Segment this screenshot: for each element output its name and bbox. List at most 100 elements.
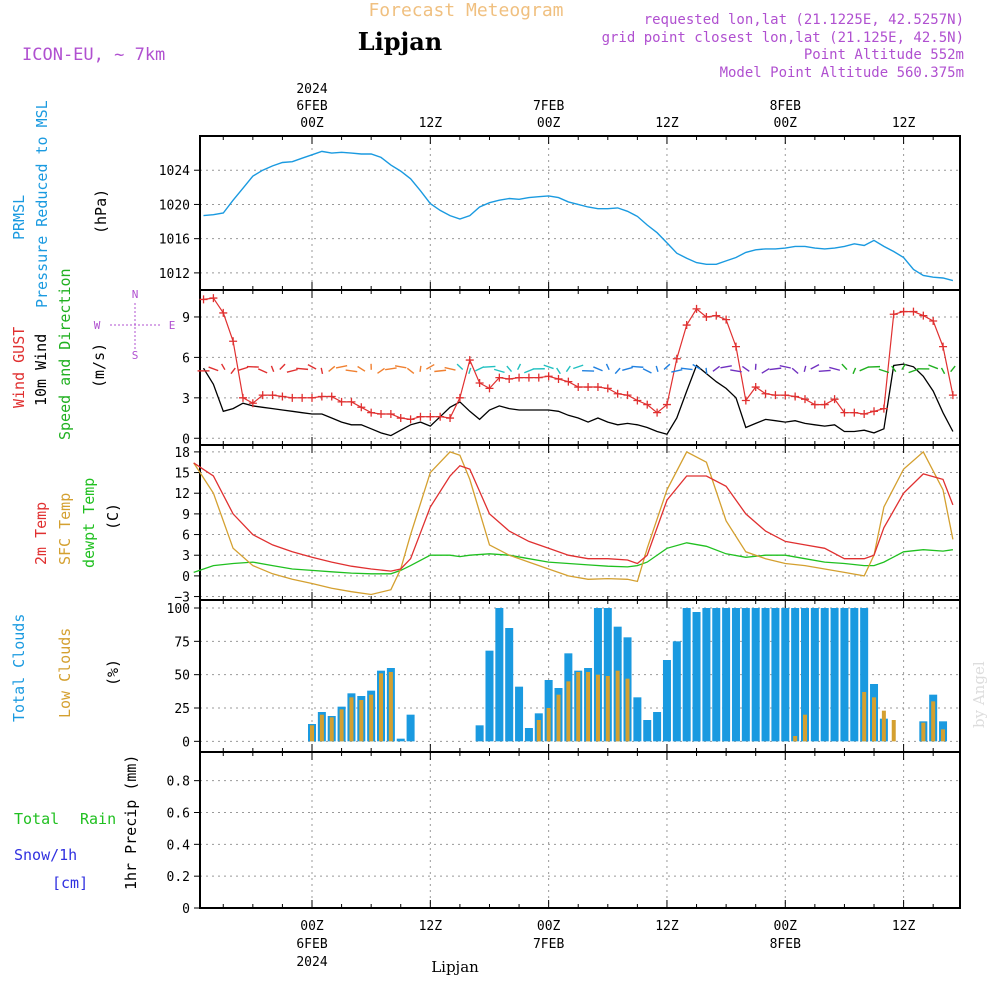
low-cloud-bar	[803, 714, 807, 742]
time-label-top: 12Z	[419, 116, 443, 131]
gust-marker	[929, 317, 938, 325]
wind-dir-arrow	[230, 367, 236, 375]
gust-marker	[623, 391, 632, 400]
wind-dir-arrow	[296, 367, 309, 371]
y-tick-label: 1012	[159, 267, 190, 282]
time-label-bottom: 12Z	[419, 919, 443, 934]
gust-marker	[238, 393, 247, 402]
wind-dir-arrow	[878, 368, 890, 374]
wind-dir-arrow	[377, 367, 385, 374]
wind-dir-arrow	[419, 365, 422, 372]
temperature-panel: −3 0 3 6 9 12 15 18	[174, 444, 961, 606]
sfc-temp-label: SFC Temp	[56, 493, 74, 565]
gust-marker	[613, 389, 622, 398]
dewpt-line	[193, 542, 953, 575]
low-cloud-bar	[881, 710, 886, 742]
compass-n: N	[132, 288, 139, 301]
requested-coords: requested lon,lat (21.1225E, 42.5257N)	[644, 12, 964, 28]
wind-dir-arrow	[614, 367, 621, 375]
gust-marker	[337, 397, 346, 406]
precip-unit-label: 1hr Precip (mm)	[122, 755, 140, 890]
side-labels: PRMSL Pressure Reduced to MSL (hPa) Wind…	[10, 100, 175, 892]
total-cloud-bar	[810, 608, 819, 742]
total-cloud-bar	[722, 608, 731, 742]
gust-marker	[850, 408, 859, 417]
time-label-top: 8FEB	[770, 99, 801, 114]
total-clouds-label: Total Clouds	[10, 614, 28, 722]
low-cloud-bar	[566, 681, 571, 742]
time-axis-bottom: 00Z 6FEB 2024 12Z 00Z 7FEB 12Z 00Z 8FEB 12Z	[296, 919, 915, 970]
gust-marker	[308, 393, 316, 402]
snow-unit-label: [cm]	[52, 874, 88, 892]
y-tick-label: 0	[182, 432, 190, 447]
wind-dir-arrow	[720, 365, 732, 369]
wind-dir-arrow	[642, 368, 652, 374]
snow-label: Snow/1h	[14, 846, 77, 864]
wind-dir-arrow	[655, 365, 659, 373]
wind-dir-arrow	[257, 368, 268, 374]
point-altitude: Point Altitude 552m	[804, 47, 964, 63]
wind-dir-arrow	[761, 367, 770, 374]
gust-marker	[889, 310, 898, 319]
time-label-top: 00Z	[774, 116, 798, 131]
compass-w: W	[94, 319, 101, 332]
total-cloud-bar	[830, 608, 839, 742]
gust-marker	[248, 399, 257, 408]
gust-marker	[416, 412, 425, 421]
time-label-top: 12Z	[655, 116, 679, 131]
wind-dir-arrow	[385, 367, 397, 371]
y-tick-label: 0	[182, 570, 190, 585]
wind-dir-arrow	[891, 365, 897, 373]
wind-panel: 0 3 6 9	[182, 289, 961, 447]
gust-marker	[386, 410, 395, 418]
wind-dir-arrow	[712, 365, 721, 372]
low-cloud-bar	[921, 722, 926, 742]
time-label-top: 00Z	[300, 116, 324, 131]
total-cloud-bar	[505, 628, 514, 742]
total-cloud-bar	[692, 612, 701, 742]
gust-marker	[278, 392, 287, 401]
low-cloud-bar	[556, 694, 561, 742]
gust-marker	[771, 391, 780, 400]
time-label-bottom: 12Z	[655, 919, 679, 934]
total-cloud-bar	[515, 686, 524, 742]
temp-2m-label: 2m Temp	[32, 502, 50, 565]
time-label-bottom: 8FEB	[770, 937, 801, 952]
gust-marker	[515, 373, 524, 382]
wind-dir-arrow	[940, 367, 946, 375]
gust-marker	[879, 404, 888, 413]
low-cloud-bar	[359, 700, 364, 742]
wind-dir-arrow	[829, 366, 841, 371]
gust-marker	[643, 400, 652, 409]
time-label-bottom: 2024	[296, 955, 327, 970]
y-tick-label: 15	[174, 467, 190, 482]
time-label-top: 2024	[296, 82, 327, 97]
y-tick-label: 25	[174, 702, 190, 717]
y-tick-label: 0	[182, 735, 190, 750]
gust-marker	[396, 414, 405, 423]
y-tick-label: 9	[182, 311, 190, 326]
gust-marker	[505, 374, 514, 383]
wind-dir-arrow	[474, 366, 485, 372]
gust-marker	[406, 415, 415, 424]
total-cloud-bar	[840, 608, 849, 742]
y-tick-label: 6	[182, 529, 190, 544]
wind-dir-arrow	[593, 366, 603, 372]
gust-marker	[298, 393, 307, 402]
wind-dir-arrow	[493, 368, 505, 374]
total-cloud-bar	[643, 720, 652, 742]
footer-location: Lipjan	[431, 958, 479, 976]
total-cloud-bar	[672, 641, 681, 742]
low-clouds-label: Low Clouds	[56, 628, 74, 718]
wind-dir-arrow	[791, 367, 799, 374]
low-cloud-bar	[625, 678, 630, 742]
gust-marker	[465, 356, 474, 365]
wind-dir-arrow	[279, 363, 286, 371]
gust-marker	[554, 374, 563, 383]
total-cloud-bar	[524, 728, 533, 742]
low-cloud-bar	[931, 701, 936, 742]
time-label-top: 6FEB	[296, 99, 327, 114]
time-label-top: 00Z	[537, 116, 561, 131]
wind-dir-arrow	[605, 363, 610, 371]
compass-arrows	[110, 303, 160, 349]
